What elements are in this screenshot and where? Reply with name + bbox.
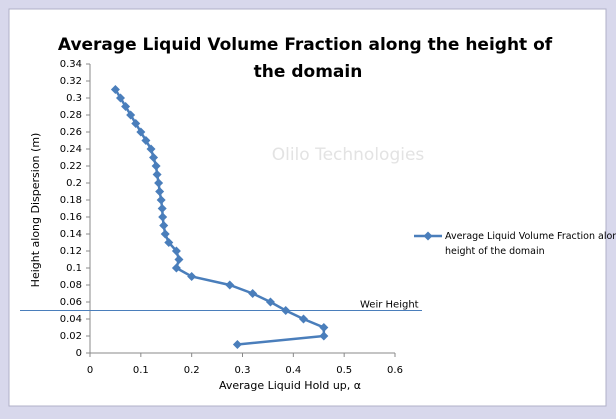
marker [126, 110, 136, 120]
marker [319, 323, 329, 332]
y-tick-label: 0.26 [60, 127, 82, 138]
y-tick-label: 0.12 [60, 246, 82, 257]
y-tick-label: 0.3 [66, 93, 82, 104]
marker [141, 136, 151, 145]
y-tick-label: 0.06 [60, 297, 82, 308]
y-tick-label: 0.34 [60, 59, 82, 70]
marker [265, 297, 275, 307]
x-tick-label: 0.4 [285, 365, 301, 376]
title-line: Average Liquid Volume Fraction along the… [58, 35, 553, 55]
y-axis-label: Height along Dispersion (m) [29, 133, 42, 288]
marker [187, 272, 197, 281]
y-tick-label: 0.16 [60, 212, 82, 223]
x-tick-label: 0.5 [336, 365, 352, 376]
y-tick-label: 0.24 [60, 144, 82, 155]
y-tick-label: 0.22 [60, 161, 82, 172]
legend-label: Average Liquid Volume Fraction along the… [445, 231, 616, 257]
marker [116, 93, 125, 103]
marker [248, 289, 258, 298]
marker [319, 331, 329, 341]
y-tick-label: 0.02 [60, 331, 82, 342]
y-tick-label: 0.1 [66, 263, 82, 274]
legend-marker [423, 231, 433, 241]
x-tick-label: 0 [87, 365, 93, 376]
marker [160, 229, 170, 239]
watermark: Olilo Technologies [272, 145, 425, 165]
marker [171, 263, 181, 273]
marker [164, 238, 174, 247]
marker [149, 153, 159, 162]
y-tick-label: 0.08 [60, 280, 82, 291]
marker [157, 204, 167, 213]
y-tick-label: 0.18 [60, 195, 82, 206]
y-tick-label: 0.28 [60, 110, 82, 121]
marker [225, 280, 235, 290]
chart-title: Average Liquid Volume Fraction along the… [58, 35, 558, 82]
y-tick-label: 0.14 [60, 229, 82, 240]
marker [299, 314, 308, 324]
marker [121, 102, 131, 111]
annotation: Weir Height [360, 300, 419, 311]
chart-area [8, 8, 607, 407]
marker [146, 144, 156, 154]
marker [156, 195, 166, 205]
marker [281, 306, 291, 315]
marker [171, 246, 181, 256]
y-tick-label: 0 [76, 348, 82, 359]
y-tick-label: 0.2 [66, 178, 82, 189]
x-axis-label: Average Liquid Hold up, α [219, 379, 361, 392]
x-tick-label: 0.3 [235, 365, 251, 376]
marker [232, 340, 242, 349]
x-tick-label: 0.1 [133, 365, 149, 376]
marker [159, 221, 169, 230]
marker [158, 212, 168, 222]
marker [151, 161, 161, 171]
marker [110, 85, 120, 94]
marker [154, 178, 164, 188]
marker [152, 170, 162, 179]
marker [155, 187, 165, 196]
x-tick-label: 0.6 [387, 365, 403, 376]
marker [131, 119, 141, 128]
x-tick-label: 0.2 [184, 365, 200, 376]
y-tick-label: 0.04 [60, 314, 82, 325]
y-tick-label: 0.32 [60, 76, 82, 87]
marker [136, 127, 146, 137]
marker [174, 255, 184, 264]
title-line: the domain [254, 62, 363, 82]
